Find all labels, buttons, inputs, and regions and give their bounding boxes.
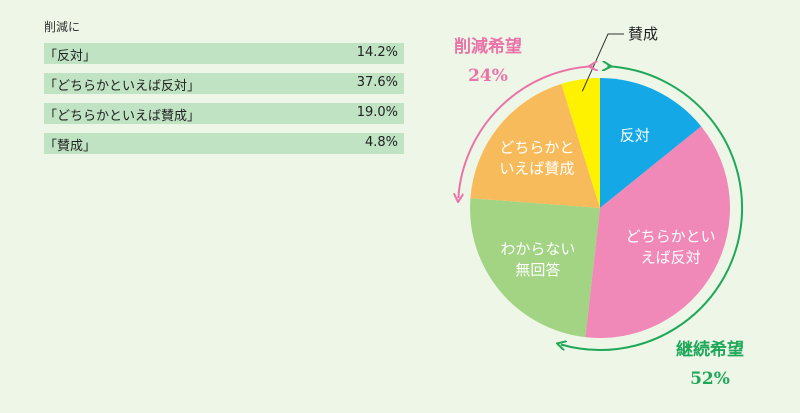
table-title: 削減に xyxy=(44,20,81,34)
group-value-continue: 52% xyxy=(690,369,730,389)
group-label-continue: 継続希望 xyxy=(676,339,744,360)
pie-slice-dochiraka-hantai xyxy=(585,126,731,339)
table-row-value: 14.2% xyxy=(356,45,398,60)
table-row-value: 37.6% xyxy=(356,75,398,90)
table-row-label: 「賛成」 xyxy=(44,139,97,154)
table-row: 「反対」 14.2% xyxy=(44,43,404,64)
table-row: 「どちらかといえば賛成」 19.0% xyxy=(44,103,404,124)
table-row-label: 「反対」 xyxy=(44,49,97,64)
table-row-label: 「どちらかといえば反対」 xyxy=(44,79,201,94)
group-arc-continue xyxy=(561,66,744,352)
table-row-label: 「どちらかといえば賛成」 xyxy=(44,109,201,124)
table-row: 「どちらかといえば反対」 37.6% xyxy=(44,73,404,94)
table-row-value: 19.0% xyxy=(356,105,398,120)
group-label-reduce: 削減希望 xyxy=(454,36,522,57)
pie-slice-hantai xyxy=(600,78,702,208)
callout-label: 賛成 xyxy=(628,25,658,43)
group-value-reduce: 24% xyxy=(468,66,508,86)
table-row-value: 4.8% xyxy=(364,135,398,150)
slice-label-hantai: 反対 xyxy=(620,126,650,144)
slice-label-dochiraka-hantai: どちらかといえば反対 xyxy=(626,227,716,266)
table-row: 「賛成」 4.8% xyxy=(44,133,404,154)
